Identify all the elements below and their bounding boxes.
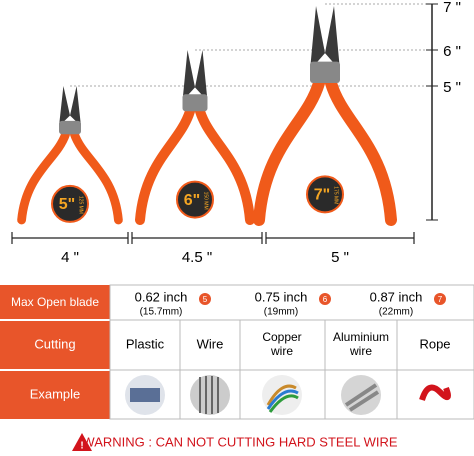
height-label: 7 " — [443, 0, 461, 16]
size-mm: 150 MM — [203, 192, 209, 210]
warning-icon-mark: ! — [80, 441, 83, 452]
size-mm: 125 MM — [78, 196, 84, 214]
size-label: 7" — [314, 187, 330, 204]
blade-inch: 0.62 inch — [135, 289, 188, 304]
row-label: Max Open blade — [11, 295, 99, 309]
jaw — [70, 86, 81, 127]
example-images — [125, 375, 455, 415]
size-label: 5" — [59, 196, 75, 213]
blade-inch: 0.87 inch — [370, 289, 423, 304]
size-badge — [306, 175, 344, 214]
size-label: 6" — [184, 192, 200, 209]
blade-badge — [434, 293, 446, 305]
warning-icon — [72, 433, 92, 451]
blade-mm: (22mm) — [379, 307, 413, 318]
width-arrows — [11, 232, 415, 244]
cutting-cell: Rope — [419, 336, 450, 351]
handle — [70, 129, 123, 225]
height-label: 5 " — [443, 79, 461, 96]
height-label: 6 " — [443, 43, 461, 60]
size-mm: 175 MM — [333, 186, 339, 204]
handle — [135, 106, 195, 225]
jaw — [310, 6, 325, 71]
joint — [182, 94, 208, 112]
jaw — [59, 86, 70, 127]
blade-badge — [319, 293, 331, 305]
cutting-cell: Copper wire — [262, 330, 301, 358]
size-badge — [176, 180, 214, 219]
row-header — [0, 371, 110, 419]
cutting-cell: Wire — [197, 336, 224, 351]
blade-badge-label: 7 — [438, 295, 443, 304]
pliers: 5" 125 MM 6" 150 MM 7" 175 MM — [17, 6, 397, 226]
row-label: Example — [30, 386, 81, 401]
width-label: 5 " — [331, 249, 349, 266]
joint — [310, 61, 340, 84]
cutting-cell: Plastic — [126, 336, 165, 351]
cutting-cell: Aluminium wire — [333, 330, 389, 358]
joint — [59, 120, 81, 135]
size-badge — [51, 184, 89, 223]
width-label: 4 " — [61, 249, 79, 266]
handle — [253, 77, 325, 226]
handle — [195, 106, 255, 225]
jaw — [195, 50, 208, 101]
blade-cells: 0.62 inch (15.7mm) 5 0.75 inch (19mm) 6 0.87 i… — [135, 289, 446, 318]
blade-badge-label: 5 — [203, 295, 208, 304]
blade-inch: 0.75 inch — [255, 289, 308, 304]
warning-text: WARNING : CAN NOT CUTTING HARD STEEL WIR… — [82, 434, 397, 449]
blade-mm: (19mm) — [264, 307, 298, 318]
spec-table: Max Open blade Cutting Example 0.62 inch… — [0, 284, 474, 420]
blade-badge-label: 6 — [323, 295, 328, 304]
handle — [325, 77, 397, 226]
jaw — [182, 50, 195, 101]
row-header — [0, 285, 110, 319]
width-label: 4.5 " — [182, 249, 212, 266]
table-grid — [109, 284, 474, 420]
blade-badge — [199, 293, 211, 305]
blade-mm: (15.7mm) — [140, 307, 183, 318]
handle — [17, 129, 70, 225]
row-header — [0, 321, 110, 369]
jaw — [325, 6, 340, 71]
row-label: Cutting — [34, 336, 75, 351]
